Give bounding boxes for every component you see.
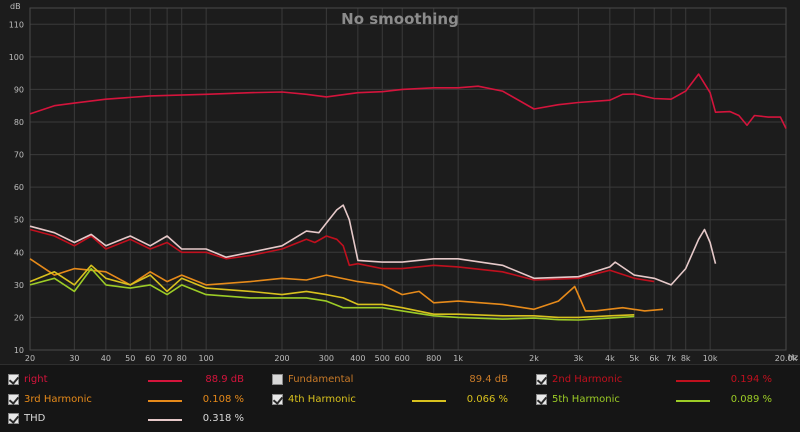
y-tick-label: 100 bbox=[9, 53, 24, 62]
y-tick-label: 50 bbox=[14, 216, 24, 225]
legend-item-5th-harmonic[interactable]: 5th Harmonic 0.089 % bbox=[536, 391, 786, 411]
x-tick-label: 300 bbox=[319, 354, 334, 363]
series-line-2nd-harmonic[interactable] bbox=[29, 228, 655, 283]
checkbox-thd[interactable] bbox=[8, 413, 19, 424]
legend-label-right: right bbox=[24, 374, 48, 385]
x-tick-label: 80 bbox=[177, 354, 187, 363]
y-unit-label: dB bbox=[10, 2, 21, 11]
x-tick-label: 400 bbox=[350, 354, 365, 363]
legend-line-thd bbox=[148, 419, 182, 421]
legend-label-fundamental: Fundamental bbox=[288, 374, 354, 385]
chart-title: No smoothing bbox=[341, 10, 459, 28]
y-tick-label: 30 bbox=[14, 281, 24, 290]
x-tick-label: 3k bbox=[574, 354, 584, 363]
x-tick-label: 5k bbox=[629, 354, 639, 363]
legend-item-thd[interactable]: THD 0.318 % bbox=[8, 410, 258, 430]
x-tick-label: 8k bbox=[681, 354, 691, 363]
series-line-3rd-harmonic[interactable] bbox=[29, 258, 664, 312]
y-tick-label: 70 bbox=[14, 151, 24, 160]
legend-line-4th-harmonic bbox=[412, 400, 446, 402]
x-tick-label: 200 bbox=[274, 354, 289, 363]
legend-label-5th-harmonic: 5th Harmonic bbox=[552, 394, 620, 405]
x-tick-label: 40 bbox=[101, 354, 111, 363]
x-tick-label: 20 bbox=[25, 354, 35, 363]
plot-frame bbox=[29, 7, 787, 351]
legend-item-3rd-harmonic[interactable]: 3rd Harmonic 0.108 % bbox=[8, 391, 258, 411]
y-tick-label: 80 bbox=[14, 118, 24, 127]
y-tick-label: 10 bbox=[14, 346, 24, 355]
legend-label-thd: THD bbox=[24, 413, 46, 424]
checkbox-4th-harmonic[interactable] bbox=[272, 394, 283, 405]
legend-label-2nd-harmonic: 2nd Harmonic bbox=[552, 374, 623, 385]
y-tick-label: 60 bbox=[14, 183, 24, 192]
y-axis-ticks: 10 20 30 40 50 60 70 80 90 100 110 bbox=[9, 20, 24, 355]
x-tick-label: 6k bbox=[649, 354, 659, 363]
x-unit-label: Hz bbox=[788, 353, 798, 362]
x-tick-label: 4k bbox=[605, 354, 615, 363]
x-tick-label: 800 bbox=[426, 354, 441, 363]
series-line-4th-harmonic[interactable] bbox=[29, 264, 635, 319]
legend-line-2nd-harmonic bbox=[676, 380, 710, 382]
legend-item-4th-harmonic[interactable]: 4th Harmonic 0.066 % bbox=[272, 391, 522, 411]
y-tick-label: 20 bbox=[14, 313, 24, 322]
legend-item-2nd-harmonic[interactable]: 2nd Harmonic 0.194 % bbox=[536, 371, 786, 391]
legend-item-fundamental[interactable]: Fundamental 89.4 dB bbox=[272, 371, 522, 391]
legend-value-3rd-harmonic: 0.108 % bbox=[202, 394, 244, 405]
grid bbox=[29, 7, 787, 351]
x-tick-label: 60 bbox=[145, 354, 155, 363]
x-tick-label: 1k bbox=[453, 354, 463, 363]
checkbox-3rd-harmonic[interactable] bbox=[8, 394, 19, 405]
checkbox-right[interactable] bbox=[8, 374, 19, 385]
x-tick-label: 7k bbox=[666, 354, 676, 363]
checkbox-2nd-harmonic[interactable] bbox=[536, 374, 547, 385]
y-tick-label: 90 bbox=[14, 85, 24, 94]
series-line-5th-harmonic[interactable] bbox=[29, 267, 635, 321]
x-tick-label: 10k bbox=[703, 354, 718, 363]
legend-value-5th-harmonic: 0.089 % bbox=[730, 394, 772, 405]
legend-panel: right 88.9 dB Fundamental 89.4 dB 2nd Ha… bbox=[0, 364, 800, 432]
x-tick-label: 100 bbox=[198, 354, 213, 363]
plot-background bbox=[0, 0, 800, 364]
series-line-right[interactable] bbox=[29, 73, 787, 129]
y-tick-label: 110 bbox=[9, 20, 24, 29]
x-tick-label: 500 bbox=[375, 354, 390, 363]
x-tick-label: 600 bbox=[395, 354, 410, 363]
x-tick-label: 50 bbox=[125, 354, 135, 363]
legend-label-4th-harmonic: 4th Harmonic bbox=[288, 394, 356, 405]
x-tick-label: 30 bbox=[69, 354, 79, 363]
legend-line-3rd-harmonic bbox=[148, 400, 182, 402]
legend-value-4th-harmonic: 0.066 % bbox=[466, 394, 508, 405]
legend-item-right[interactable]: right 88.9 dB bbox=[8, 371, 258, 391]
series-group[interactable] bbox=[29, 73, 787, 321]
x-tick-label: 2k bbox=[529, 354, 539, 363]
x-tick-label: 70 bbox=[162, 354, 172, 363]
legend-value-fundamental: 89.4 dB bbox=[469, 374, 508, 385]
x-axis-ticks: 20 30 40 50 60 70 80 100 200 300 400 500 600 800 1k 2k 3… bbox=[25, 354, 798, 363]
checkbox-fundamental[interactable] bbox=[272, 374, 283, 385]
legend-line-right bbox=[148, 380, 182, 382]
legend-label-3rd-harmonic: 3rd Harmonic bbox=[24, 394, 92, 405]
legend-line-5th-harmonic bbox=[676, 400, 710, 402]
series-line-thd[interactable] bbox=[29, 204, 717, 286]
legend-value-thd: 0.318 % bbox=[202, 413, 244, 424]
x-tick-label: 20.0k bbox=[775, 354, 798, 363]
legend-value-2nd-harmonic: 0.194 % bbox=[730, 374, 772, 385]
legend-value-right: 88.9 dB bbox=[205, 374, 244, 385]
y-tick-label: 40 bbox=[14, 248, 24, 257]
checkbox-5th-harmonic[interactable] bbox=[536, 394, 547, 405]
